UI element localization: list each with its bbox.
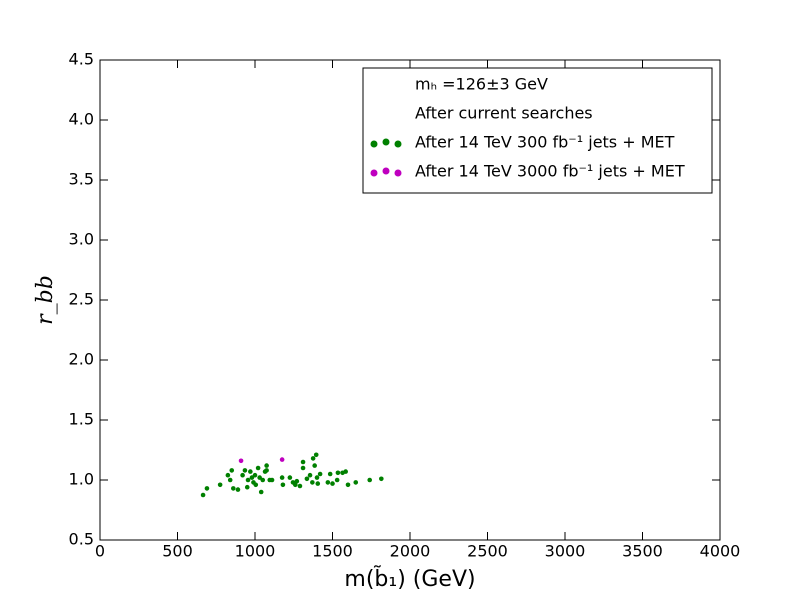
x-tick-label: 1000 [235, 542, 276, 561]
point [312, 463, 317, 468]
y-tick-label: 3.5 [69, 170, 94, 189]
point [245, 477, 251, 483]
legend-label: After current searches [415, 104, 593, 123]
point [255, 465, 261, 471]
point [225, 472, 231, 478]
point [249, 475, 255, 480]
point [325, 480, 331, 485]
y-tick-label: 2.5 [69, 290, 94, 309]
y-tick-label: 1.0 [69, 470, 94, 489]
x-tick-label: 3500 [622, 542, 663, 561]
point [287, 475, 293, 480]
x-tick-label: 4000 [700, 542, 741, 561]
y-tick-label: 0.5 [69, 530, 94, 549]
point [300, 459, 306, 465]
legend-marker [370, 169, 378, 177]
point [200, 492, 206, 498]
legend-label: mₕ =126±3 GeV [415, 75, 548, 94]
point [231, 486, 236, 491]
y-tick-label: 2.0 [69, 350, 94, 369]
point [310, 456, 316, 461]
point [235, 487, 241, 492]
y-tick-label: 3.0 [69, 230, 94, 249]
y-tick-label: 4.0 [69, 110, 94, 129]
point [300, 465, 306, 471]
point [252, 472, 258, 478]
point [293, 482, 298, 488]
point [294, 478, 300, 484]
legend-marker [370, 140, 378, 148]
point [304, 476, 310, 482]
point [327, 471, 333, 477]
point [313, 452, 319, 458]
point [258, 489, 264, 495]
point [334, 477, 340, 483]
point [240, 472, 245, 478]
point [335, 470, 341, 476]
legend-box [362, 67, 713, 194]
point [315, 481, 321, 486]
point [264, 468, 269, 473]
point [279, 457, 285, 462]
legend-label: After 14 TeV 3000 fb⁻¹ jets + MET [415, 162, 685, 181]
point [248, 469, 253, 474]
point [260, 477, 266, 483]
point [217, 482, 223, 488]
legend-marker [394, 82, 402, 90]
x-tick-label: 2500 [467, 542, 508, 561]
point [204, 486, 210, 491]
x-axis-label: m(b̃₁) (GeV) [344, 566, 475, 592]
point [242, 468, 248, 473]
x-tick-label: 3000 [545, 542, 586, 561]
x-tick-label: 500 [162, 542, 193, 561]
point [307, 472, 313, 478]
x-tick-label: 2000 [390, 542, 431, 561]
point [229, 468, 235, 473]
point [244, 484, 250, 490]
point [379, 476, 384, 482]
point [297, 483, 303, 489]
legend-label: After 14 TeV 300 fb⁻¹ jets + MET [415, 133, 675, 152]
legend-marker [382, 167, 390, 175]
legend-marker [370, 82, 378, 90]
point [253, 482, 259, 488]
point [227, 477, 233, 483]
point [257, 475, 262, 480]
legend-marker [394, 140, 402, 148]
legend-marker [382, 80, 390, 88]
x-tick-label: 1500 [312, 542, 353, 561]
point [330, 481, 335, 486]
legend-marker [370, 111, 378, 119]
point [317, 471, 323, 477]
point [353, 480, 359, 485]
point [314, 475, 320, 480]
point [343, 469, 348, 474]
point [367, 477, 373, 483]
point [280, 482, 286, 488]
point [345, 482, 351, 488]
y-axis-label: r_bb [33, 275, 58, 325]
point [310, 480, 315, 485]
point [269, 477, 275, 483]
legend-marker [382, 138, 390, 146]
point [264, 463, 269, 468]
legend-marker [382, 109, 390, 117]
point [238, 458, 244, 464]
legend-marker [394, 111, 402, 119]
y-tick-label: 1.5 [69, 410, 94, 429]
point [279, 475, 285, 480]
x-tick-label: 0 [95, 542, 105, 561]
legend-marker [394, 169, 402, 177]
y-tick-label: 4.5 [69, 50, 94, 69]
